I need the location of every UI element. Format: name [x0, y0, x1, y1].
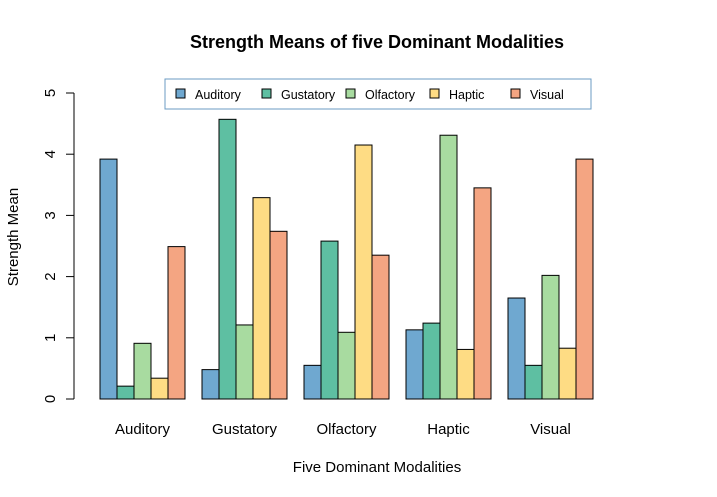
bar-auditory-visual	[167, 246, 186, 400]
bar-olfactory-haptic	[354, 144, 373, 400]
x-tick-label-visual: Visual	[530, 421, 571, 438]
bar-gustatory-haptic	[252, 197, 271, 400]
legend-swatch-haptic	[429, 88, 440, 99]
bar-visual-gustatory	[524, 364, 543, 400]
legend-swatch-auditory	[175, 88, 186, 99]
y-axis-label: Strength Mean	[5, 188, 22, 286]
bar-haptic-visual	[473, 187, 492, 400]
legend-label-gustatory: Gustatory	[281, 88, 336, 102]
bar-haptic-auditory	[405, 329, 424, 400]
y-axis: 0 1 2 3 4 5	[42, 89, 75, 403]
y-tick-label: 2	[42, 272, 59, 280]
y-tick-label: 0	[42, 395, 59, 403]
bar-visual-visual	[575, 158, 594, 400]
bar-olfactory-olfactory	[337, 331, 356, 400]
bar-olfactory-gustatory	[320, 240, 339, 400]
bar-gustatory-auditory	[201, 369, 220, 400]
y-tick-label: 3	[42, 211, 59, 219]
bar-auditory-gustatory	[116, 385, 135, 400]
legend-label-haptic: Haptic	[449, 88, 484, 102]
bar-auditory-auditory	[99, 158, 118, 400]
bar-visual-olfactory	[541, 274, 560, 400]
chart-title: Strength Means of five Dominant Modaliti…	[190, 32, 564, 52]
bar-haptic-olfactory	[439, 134, 458, 400]
bar-visual-auditory	[507, 297, 526, 400]
bar-olfactory-visual	[371, 254, 390, 400]
bar-visual-haptic	[558, 347, 577, 400]
x-axis: Auditory Gustatory Olfactory Haptic Visual	[115, 421, 571, 438]
bars	[99, 118, 594, 400]
bar-haptic-gustatory	[422, 322, 441, 400]
x-tick-label-olfactory: Olfactory	[316, 421, 377, 438]
legend-swatch-olfactory	[345, 88, 356, 99]
bar-auditory-olfactory	[133, 342, 152, 400]
bar-auditory-haptic	[150, 377, 169, 400]
bar-gustatory-visual	[269, 230, 288, 400]
legend: Auditory Gustatory Olfactory Haptic Visual	[164, 78, 592, 110]
y-tick-label: 5	[42, 89, 59, 97]
x-tick-label-gustatory: Gustatory	[212, 421, 278, 438]
legend-label-auditory: Auditory	[195, 88, 242, 102]
bar-gustatory-gustatory	[218, 118, 237, 400]
legend-label-olfactory: Olfactory	[365, 88, 416, 102]
bar-haptic-haptic	[456, 348, 475, 400]
x-tick-label-auditory: Auditory	[115, 421, 171, 438]
legend-swatch-gustatory	[261, 88, 272, 99]
x-axis-label: Five Dominant Modalities	[293, 459, 461, 476]
legend-swatch-visual	[510, 88, 521, 99]
bar-olfactory-auditory	[303, 364, 322, 400]
y-tick-label: 1	[42, 334, 59, 342]
x-tick-label-haptic: Haptic	[427, 421, 470, 438]
bar-gustatory-olfactory	[235, 324, 254, 400]
legend-label-visual: Visual	[530, 88, 564, 102]
y-tick-label: 4	[42, 150, 59, 158]
